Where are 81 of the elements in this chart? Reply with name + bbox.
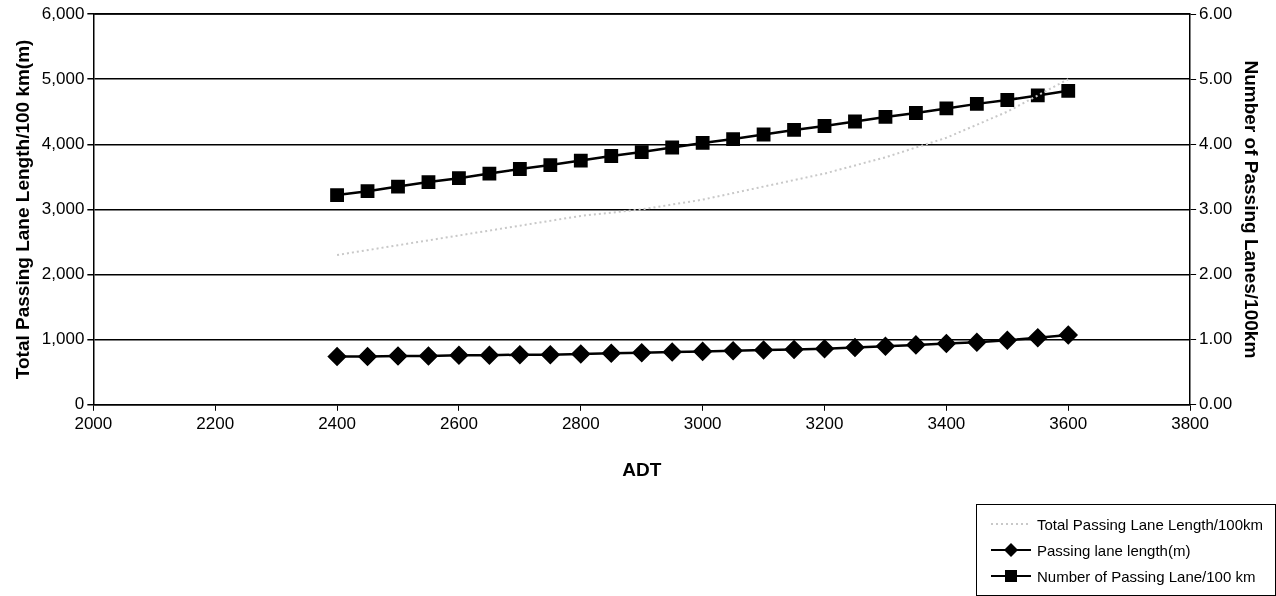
point (998, 331, 1017, 350)
x-tick-label: 2800 (561, 413, 600, 433)
y-tick-label: 4,000 (41, 133, 85, 153)
point (1061, 83, 1076, 98)
x-axis-title: ADT (622, 458, 662, 480)
point (876, 336, 895, 356)
point (421, 175, 436, 189)
point (602, 344, 621, 363)
y2-tick-label: 2.00 (1199, 264, 1233, 284)
x-tick-label: 3600 (1049, 413, 1088, 433)
point (969, 96, 984, 111)
point (573, 153, 588, 168)
y2-tick-label: 4.00 (1199, 133, 1233, 153)
legend-label: Passing lane length(m) (1037, 541, 1191, 559)
point (419, 346, 438, 366)
point (906, 335, 926, 355)
point (632, 343, 651, 362)
point (449, 346, 469, 365)
point (358, 347, 377, 366)
point (452, 171, 466, 186)
y2-tick-label: 1.00 (1199, 329, 1233, 349)
y2-tick-label: 6.00 (1199, 3, 1233, 23)
point (571, 344, 591, 364)
x-tick-label: 3800 (1171, 413, 1210, 433)
y-tick-label: 3,000 (41, 199, 85, 219)
point (815, 339, 834, 359)
point (662, 342, 682, 362)
y-tick-label: 5,000 (41, 68, 85, 88)
point (693, 342, 712, 361)
point (909, 106, 923, 120)
x-tick-label: 2200 (196, 413, 235, 433)
point (330, 188, 344, 202)
legend-label: Total Passing Lane Length/100km (1037, 515, 1263, 533)
x-tick-label: 3400 (927, 413, 966, 433)
point (388, 346, 408, 366)
y2-tick-label: 3.00 (1199, 199, 1233, 219)
point (726, 132, 741, 146)
point (967, 333, 987, 352)
point (1000, 93, 1015, 107)
point (604, 149, 619, 163)
point (512, 162, 527, 176)
point (817, 119, 832, 133)
point (787, 123, 801, 137)
y-tick-label: 6,000 (41, 3, 85, 23)
point (327, 347, 347, 366)
y2-tick-label: 5.00 (1199, 68, 1233, 88)
y-axis-title: Total Passing Lane Length/100 km(m) (11, 39, 33, 380)
y2-axis-title: Number of Passing Lanes/100km (1241, 60, 1263, 359)
point (480, 346, 499, 365)
point (937, 334, 956, 353)
point (723, 341, 743, 360)
x-tick-label: 2400 (318, 413, 356, 433)
point (510, 345, 530, 364)
line-series (336, 78, 1070, 256)
point (784, 340, 804, 359)
y-tick-label: 1,000 (41, 329, 85, 349)
point (695, 136, 710, 150)
x-tick-label: 2000 (74, 413, 113, 433)
legend-label: Number of Passing Lane/100 km (1037, 567, 1256, 585)
point (756, 127, 771, 142)
point (360, 184, 375, 199)
point (541, 345, 560, 364)
point (878, 110, 893, 124)
point (1028, 328, 1048, 347)
point (1030, 88, 1045, 103)
point (543, 158, 558, 173)
point (391, 179, 405, 194)
x-tick-label: 3000 (683, 413, 722, 433)
x-tick-label: 2600 (440, 413, 478, 433)
point (754, 340, 773, 360)
x-tick-label: 3200 (805, 413, 844, 433)
point (848, 114, 862, 129)
point (1059, 325, 1078, 345)
point (665, 140, 680, 155)
point (634, 145, 649, 159)
y-tick-label: 2,000 (41, 264, 85, 284)
point (845, 338, 865, 357)
y2-tick-label: 0.00 (1199, 394, 1233, 414)
y-tick-label: 0 (74, 394, 85, 414)
point (939, 101, 954, 116)
point (482, 166, 497, 181)
